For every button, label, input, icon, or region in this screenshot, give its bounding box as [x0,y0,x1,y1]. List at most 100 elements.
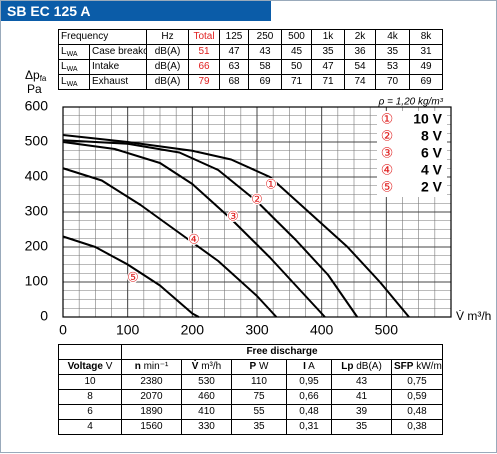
row: LWA Exhaust dB(A) 79 68 69 71 71 74 70 69 [58,74,443,90]
annotation: ρ = 1,20 kg/m³ [378,97,444,108]
value-cell: 43 [331,374,392,390]
value-cell: 2380 [121,374,182,390]
group-cell: Free discharge [120,344,444,360]
y-label-main: Δp [25,68,40,82]
quantity-sub: WA [66,51,78,58]
value-cell: 58 [248,59,282,75]
header-cell: 2k [344,29,376,45]
value-cell: 71 [281,74,312,90]
column-unit: dB(A) [356,361,382,372]
header-cell: 250 [248,29,282,45]
legend-marker: ⑤ [381,179,394,195]
column-name: I [303,361,306,372]
value-cell: 35 [375,44,410,60]
title-bar: SB EC 125 A [1,1,271,21]
legend-marker: ④ [381,162,394,178]
unit-cell: dB(A) [146,59,189,75]
value-cell: 68 [219,74,249,90]
header-cell: 1k [311,29,345,45]
value-cell: 35 [231,419,287,435]
column-unit: W [259,361,269,372]
value-cell: 0,59 [390,389,444,405]
curve-label: ⑤ [127,269,139,284]
quantity: L [61,46,67,57]
quantity: L [61,61,67,72]
header-cell: Total [188,29,220,45]
fan-curve [62,139,359,318]
value-cell: 4 [58,419,122,435]
quantity: L [61,76,67,87]
plot-frame [62,106,452,318]
row-label: Case breakout [89,44,147,60]
quantity-cell: LWA [58,59,90,75]
legend-label: 4 V [421,162,443,178]
header-cell: V̇ m³/h [181,359,232,375]
header-cell: Lp dB(A) [331,359,392,375]
header-cell: 8k [409,29,443,45]
value-cell: 63 [219,59,249,75]
fan-curve [62,134,410,318]
column-unit: m³/h [201,361,222,372]
value-cell: 49 [409,59,443,75]
value-cell: 410 [181,404,232,420]
value-cell: 75 [231,389,287,405]
y-tick-label: 300 [25,203,49,219]
group-row: Free discharge [58,344,444,360]
curve-label-bg [188,233,200,245]
value-cell: 71 [311,74,345,90]
quantity-cell: LWA [58,74,90,90]
quantity-sub: WA [66,81,78,88]
legend-box [377,111,447,197]
value-cell: 0,31 [286,419,332,435]
column-name: P [249,361,257,372]
curve-label: ④ [188,231,200,246]
curve-label: ② [251,191,263,206]
x-tick-label: 300 [245,322,269,338]
value-cell: 31 [409,44,443,60]
x-tick-label: 400 [310,322,334,338]
column-name: n [134,361,141,372]
value-cell: 74 [344,74,376,90]
header-row: Frequency Hz Total 125 250 500 1k 2k 4k 8k [58,29,443,45]
curve-label-bg [127,271,139,283]
header-cell: 500 [281,29,312,45]
value-cell: 0,95 [286,374,332,390]
value-cell: 54 [344,59,376,75]
x-label: V̇ m³/h [456,309,491,323]
legend-label: 8 V [421,128,443,144]
header-cell: I A [286,359,332,375]
legend-label: 10 V [413,111,442,127]
value-cell: 6 [58,404,122,420]
value-cell: 530 [181,374,232,390]
column-name: V̇ [191,361,199,372]
curve-label: ① [265,176,277,191]
row-label: Intake [89,59,147,75]
value-cell: 45 [281,44,312,60]
column-name: Lp [341,361,354,372]
header-cell: 125 [219,29,249,45]
fan-curve [62,141,326,318]
value-cell: 50 [281,59,312,75]
column-unit: kW/m³/s [416,361,442,372]
x-tick-label: 200 [181,322,205,338]
header-cell: P W [231,359,287,375]
fan-curve [62,235,200,318]
value-cell: 41 [331,389,392,405]
column-unit: A [308,361,315,372]
header-cell: Frequency [58,29,147,45]
value-cell: 1890 [121,404,182,420]
y-tick-label: 200 [25,238,49,254]
value-cell: 330 [181,419,232,435]
column-unit: V [105,361,113,372]
curve-label-bg [265,178,277,190]
y-label: Δpfa [25,68,47,83]
value-cell: 460 [181,389,232,405]
header-cell: 4k [375,29,410,45]
row: 8 2070 460 75 0,66 41 0,59 [58,389,444,405]
y-tick-label: 100 [25,273,49,289]
legend-marker: ② [381,128,394,144]
legend-label: 2 V [421,179,443,195]
